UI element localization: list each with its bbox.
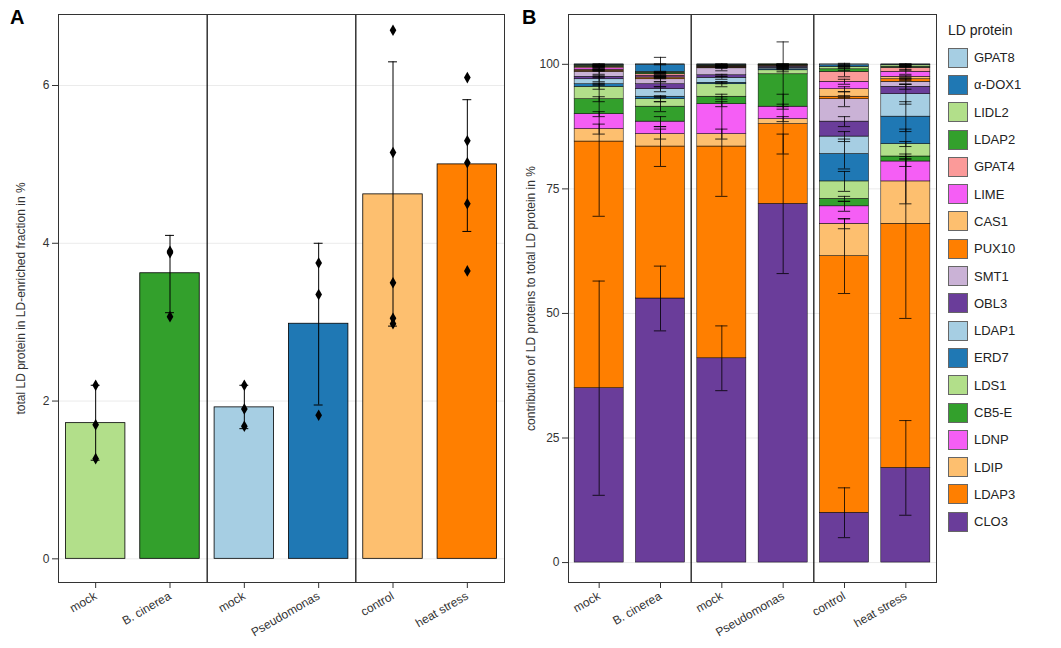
- svg-text:total LD protein in LD-enriche: total LD protein in LD-enriched fraction…: [14, 182, 28, 414]
- svg-text:Pseudomonas: Pseudomonas: [249, 589, 322, 639]
- html-text:GPAT4: GPAT4: [974, 159, 1015, 175]
- svg-text:mock: mock: [216, 588, 249, 615]
- html-text:CAS1: CAS1: [974, 213, 1008, 229]
- html-text:CB5-E: CB5-E: [974, 405, 1013, 420]
- html-text:PUX10: PUX10: [974, 241, 1016, 257]
- svg-text:control: control: [810, 589, 848, 619]
- svg-text:100: 100: [539, 57, 559, 71]
- svg-text:heat stress: heat stress: [851, 589, 909, 630]
- svg-text:heat stress: heat stress: [413, 589, 471, 630]
- svg-text:75: 75: [546, 182, 560, 196]
- html-text:B: B: [522, 6, 537, 28]
- svg-text:mock: mock: [571, 588, 604, 615]
- svg-text:contribution of LD proteins to: contribution of LD proteins to total LD …: [524, 166, 538, 431]
- svg-text:B. cinerea: B. cinerea: [610, 589, 664, 628]
- svg-text:Pseudomonas: Pseudomonas: [713, 589, 786, 639]
- svg-text:control: control: [358, 589, 396, 619]
- html-text:LDIP: LDIP: [974, 459, 1003, 475]
- html-text:GPAT8: GPAT8: [974, 50, 1015, 66]
- html-text:LIDL2: LIDL2: [974, 104, 1009, 120]
- svg-text:6: 6: [43, 78, 50, 92]
- svg-text:0: 0: [43, 552, 50, 566]
- svg-text:mock: mock: [67, 588, 100, 615]
- html-text:LDS1: LDS1: [974, 377, 1007, 393]
- svg-text:4: 4: [43, 236, 50, 250]
- html-text:ERD7: ERD7: [974, 350, 1009, 366]
- html-text:LDNP: LDNP: [974, 432, 1009, 448]
- svg-text:2: 2: [43, 394, 50, 408]
- svg-text:50: 50: [546, 306, 560, 320]
- svg-text:25: 25: [546, 431, 560, 445]
- html-text:α-DOX1: α-DOX1: [974, 77, 1022, 93]
- html-text:LDAP2: LDAP2: [974, 132, 1016, 147]
- html-text:CLO3: CLO3: [974, 514, 1008, 530]
- html-text:OBL3: OBL3: [974, 295, 1008, 311]
- html-text:SMT1: SMT1: [974, 268, 1009, 284]
- html-text:A: A: [10, 6, 25, 28]
- svg-text:0: 0: [553, 555, 560, 569]
- svg-text:mock: mock: [693, 588, 726, 615]
- html-text:LIME: LIME: [974, 186, 1005, 202]
- html-text:LDAP3: LDAP3: [974, 486, 1016, 502]
- html-text:LDAP1: LDAP1: [974, 323, 1016, 339]
- svg-text:B. cinerea: B. cinerea: [120, 589, 174, 628]
- html-text:LD protein: LD protein: [948, 22, 1013, 38]
